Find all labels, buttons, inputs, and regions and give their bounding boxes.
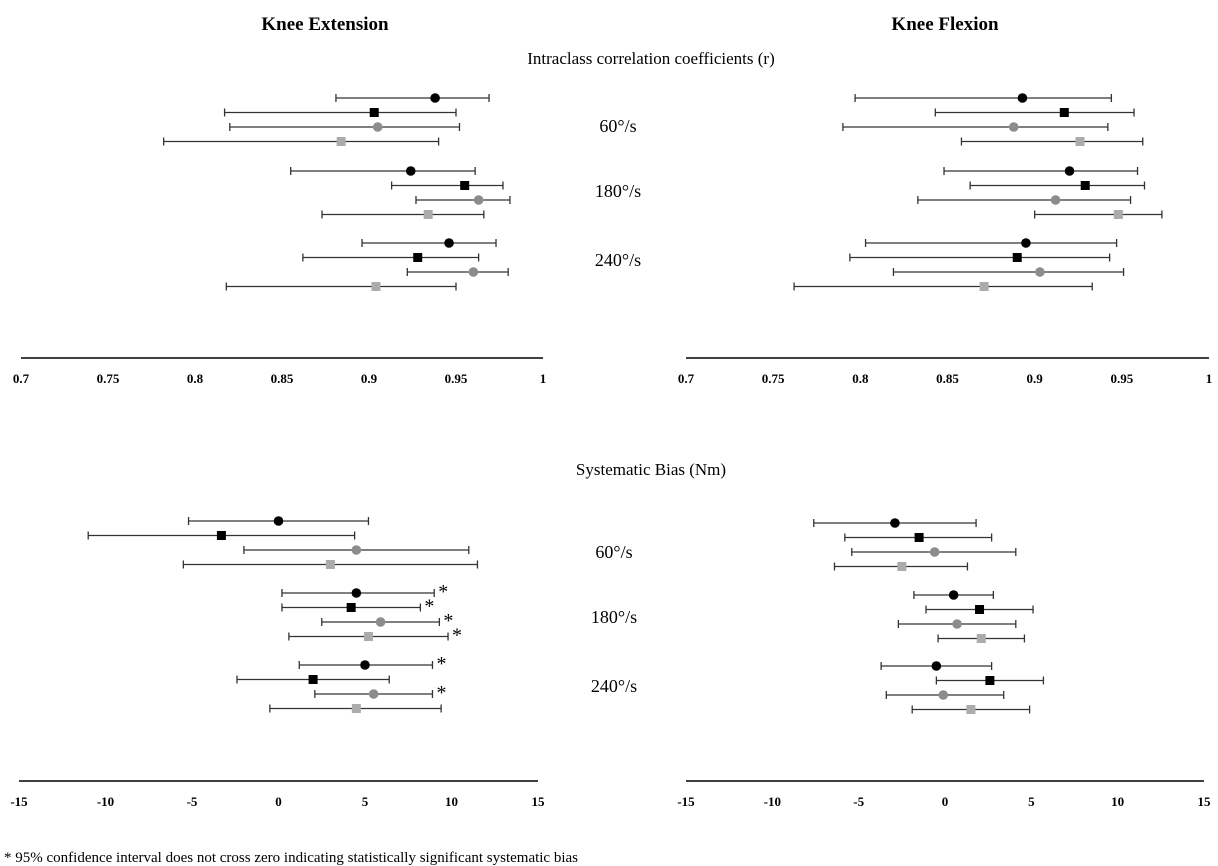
point-circle [375, 617, 386, 627]
point-square [914, 533, 924, 542]
significance-asterisk: * [443, 610, 453, 632]
point-circle [430, 93, 440, 103]
x-tick-label: 5 [362, 794, 369, 809]
point-square [369, 108, 379, 117]
point-circle [952, 619, 962, 629]
x-tick-label: 15 [532, 794, 546, 809]
point-circle [1064, 166, 1075, 176]
point-circle [1017, 93, 1028, 103]
x-tick-label: 0.85 [271, 371, 294, 386]
significance-asterisk: * [438, 581, 448, 603]
point-circle [360, 660, 370, 670]
footnote: * 95% confidence interval does not cross… [4, 850, 578, 866]
icc-speed-label-240: 240°/s [595, 250, 641, 270]
point-circle [368, 689, 379, 699]
point-circle [273, 516, 284, 526]
point-circle [351, 588, 362, 598]
header-knee-extension: Knee Extension [261, 14, 389, 35]
point-circle [1021, 238, 1031, 248]
header-knee-flexion: Knee Flexion [891, 14, 999, 35]
point-circle [468, 267, 479, 277]
point-square [1059, 108, 1069, 117]
x-tick-label: 0.8 [852, 371, 869, 386]
x-tick-label: 10 [445, 794, 458, 809]
x-tick-label: 0.85 [936, 371, 959, 386]
point-square [975, 605, 985, 614]
point-square [363, 632, 373, 641]
x-tick-label: -5 [853, 794, 864, 809]
x-tick-label: 0.75 [97, 371, 120, 386]
x-tick-label: 5 [1028, 794, 1035, 809]
significance-asterisk: * [452, 625, 462, 647]
panel-bias-flexion: -15 -10 -5 0 5 10 15 [677, 518, 1211, 809]
point-square [308, 675, 318, 684]
point-square [897, 562, 907, 571]
point-square [979, 282, 989, 291]
point-square [976, 634, 986, 643]
x-tick-label: 0.95 [1110, 371, 1133, 386]
panel-icc-extension: 0.7 0.75 0.8 0.85 0.9 0.95 1 [13, 93, 546, 386]
x-tick-label: 0.75 [762, 371, 785, 386]
point-square [336, 137, 346, 146]
x-tick-label: 0.9 [361, 371, 378, 386]
point-square [460, 181, 470, 190]
point-circle [444, 238, 454, 248]
point-circle [929, 547, 940, 557]
icc-title: Intraclass correlation coefficients (r) [527, 49, 774, 68]
point-square [966, 705, 976, 714]
point-square [1075, 137, 1085, 146]
point-circle [473, 195, 484, 205]
point-square [1080, 181, 1090, 190]
plot-area: 0.7 0.75 0.8 0.85 0.9 0.95 1 0.7 0.75 0.8 0.85 0.9 0… [10, 93, 1212, 809]
x-tick-label: 0.95 [445, 371, 468, 386]
icc-speed-label-180: 180°/s [595, 181, 641, 201]
x-tick-label: 0 [942, 794, 949, 809]
x-tick-label: -10 [764, 794, 781, 809]
point-circle [405, 166, 416, 176]
x-tick-label: -5 [187, 794, 198, 809]
x-tick-label: -10 [97, 794, 114, 809]
x-tick-label: 0.9 [1027, 371, 1044, 386]
x-tick-label: 0 [275, 794, 282, 809]
point-square [423, 210, 433, 219]
point-circle [938, 690, 949, 700]
point-circle [372, 122, 383, 132]
bias-speed-label-240: 240°/s [591, 676, 637, 696]
x-tick-label: -15 [10, 794, 28, 809]
point-circle [351, 545, 362, 555]
significance-asterisk: * [436, 653, 446, 675]
x-tick-label: 10 [1111, 794, 1124, 809]
point-square [371, 282, 381, 291]
significance-asterisk: * [436, 682, 446, 704]
significance-asterisk: * [424, 596, 434, 618]
bias-speed-label-60: 60°/s [595, 542, 632, 562]
point-circle [948, 590, 959, 600]
x-tick-label: -15 [677, 794, 695, 809]
panel-bias-extension: -15 -10 -5 0 5 10 15****** [10, 516, 545, 809]
bias-speed-label-180: 180°/s [591, 607, 637, 627]
x-tick-label: 1 [540, 371, 547, 386]
x-tick-label: 0.7 [678, 371, 695, 386]
point-circle [1050, 195, 1061, 205]
point-circle [1035, 267, 1045, 277]
point-square [1012, 253, 1022, 262]
point-square [1113, 210, 1123, 219]
point-square [216, 531, 226, 540]
panel-icc-flexion: 0.7 0.75 0.8 0.85 0.9 0.95 1 [678, 93, 1212, 386]
bias-title: Systematic Bias (Nm) [576, 460, 726, 479]
point-circle [890, 518, 900, 528]
point-circle [931, 661, 942, 671]
icc-speed-label-60: 60°/s [599, 116, 636, 136]
point-square [346, 603, 356, 612]
point-square [985, 676, 995, 685]
point-square [351, 704, 361, 713]
point-square [413, 253, 423, 262]
point-square [325, 560, 335, 569]
x-tick-label: 0.7 [13, 371, 30, 386]
point-circle [1008, 122, 1019, 132]
x-tick-label: 15 [1198, 794, 1212, 809]
x-tick-label: 1 [1206, 371, 1213, 386]
x-tick-label: 0.8 [187, 371, 204, 386]
